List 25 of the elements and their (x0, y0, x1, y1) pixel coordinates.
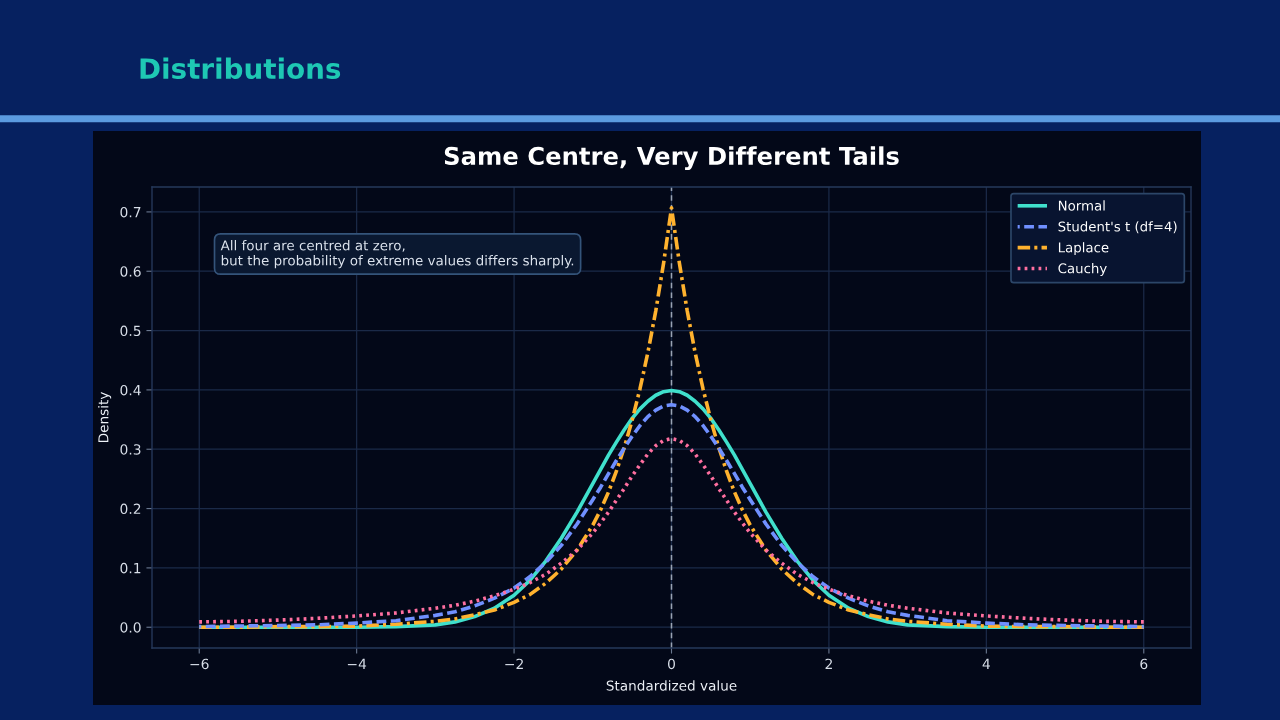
y-tick-label: 0.2 (120, 503, 141, 515)
y-tick-label: 0.0 (120, 622, 141, 633)
y-axis-title: Density (97, 392, 112, 443)
x-tick-label: 0 (668, 658, 675, 670)
y-tick-label: 0.6 (120, 266, 141, 277)
y-tick-label: 0.4 (120, 384, 141, 396)
x-axis-title: Standardized value (606, 680, 737, 691)
legend-label: Normal (1058, 200, 1105, 211)
y-tick-label: 0.5 (120, 325, 141, 337)
chart-title: Same Centre, Very Different Tails (444, 146, 899, 171)
annotation: All four are centred at zero, but the probability of extreme values differs sharply. (220, 240, 574, 269)
x-tick-label: −4 (347, 658, 367, 669)
legend-label: Cauchy (1058, 263, 1107, 276)
y-tick-label: 0.1 (120, 562, 141, 574)
x-tick-label: 2 (825, 658, 832, 669)
line-series (197, 436, 1146, 624)
x-tick-label: 4 (982, 658, 990, 669)
x-tick-label: 6 (1140, 658, 1148, 670)
legend-label: Student's t (df=4) (1058, 221, 1177, 234)
x-tick-label: −6 (190, 658, 209, 670)
text: Distributions (140, 57, 341, 80)
x-tick-label: −2 (505, 658, 523, 669)
legend-label: Laplace (1058, 242, 1109, 256)
y-tick-label: 0.3 (120, 444, 141, 455)
y-tick-label: 0.7 (120, 206, 141, 218)
